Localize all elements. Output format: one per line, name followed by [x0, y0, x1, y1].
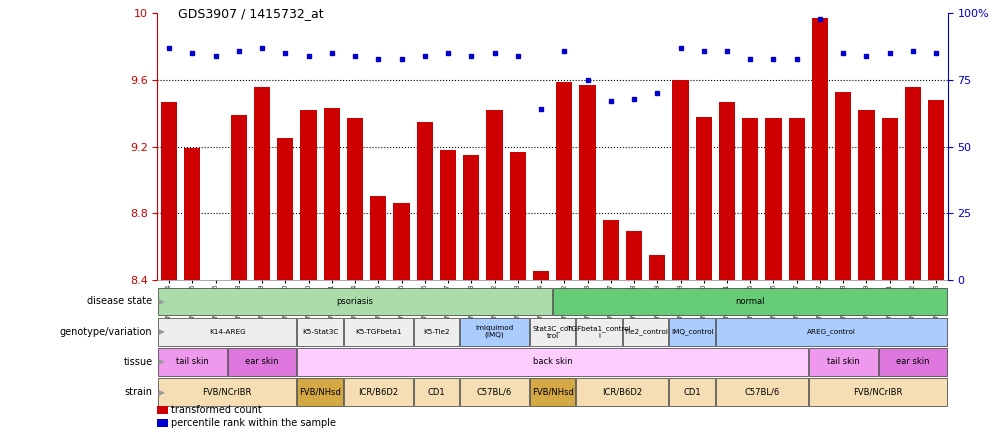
Text: ICR/B6D2: ICR/B6D2 [358, 388, 398, 396]
Bar [718, 102, 734, 280]
Bar [157, 288, 552, 315]
Bar [622, 318, 667, 345]
Bar [529, 378, 575, 406]
Bar [835, 91, 851, 280]
Bar [298, 318, 343, 345]
Text: genotype/variation: genotype/variation [60, 327, 152, 337]
Bar [463, 155, 479, 280]
Bar [671, 80, 688, 280]
Bar [370, 196, 386, 280]
Bar [254, 87, 270, 280]
Bar [460, 318, 528, 345]
Text: CD1: CD1 [682, 388, 700, 396]
Bar [576, 318, 621, 345]
Bar [648, 255, 664, 280]
Bar [184, 148, 200, 280]
Text: CD1: CD1 [427, 388, 445, 396]
Bar [230, 115, 246, 280]
Bar [668, 378, 714, 406]
Bar [904, 87, 920, 280]
Bar [509, 151, 525, 280]
Text: normal: normal [734, 297, 765, 306]
Text: C57BL/6: C57BL/6 [743, 388, 779, 396]
Bar [741, 118, 758, 280]
Bar [413, 318, 459, 345]
Bar [808, 348, 877, 376]
Text: tail skin: tail skin [175, 357, 208, 366]
Bar [881, 118, 897, 280]
Bar [301, 110, 317, 280]
Text: transformed count: transformed count [170, 405, 261, 415]
Bar [298, 378, 343, 406]
Bar [602, 220, 618, 280]
Bar [788, 118, 804, 280]
Bar [878, 348, 947, 376]
Bar [413, 378, 459, 406]
Bar [811, 18, 828, 280]
Text: K14-AREG: K14-AREG [208, 329, 245, 335]
Bar [625, 231, 641, 280]
Bar [715, 318, 947, 345]
Bar [552, 288, 947, 315]
Text: IMQ_control: IMQ_control [670, 328, 712, 335]
Bar [324, 108, 340, 280]
Bar [858, 110, 874, 280]
Bar [668, 318, 714, 345]
Bar [765, 118, 781, 280]
Bar [579, 85, 595, 280]
Text: FVB/NHsd: FVB/NHsd [531, 388, 573, 396]
Text: K5-Stat3C: K5-Stat3C [302, 329, 338, 335]
Bar [440, 150, 456, 280]
Text: GDS3907 / 1415732_at: GDS3907 / 1415732_at [177, 7, 323, 20]
Bar [715, 378, 807, 406]
Text: tail skin: tail skin [826, 357, 859, 366]
Text: ear skin: ear skin [245, 357, 279, 366]
Bar [160, 102, 177, 280]
Text: imiquimod
(IMQ): imiquimod (IMQ) [475, 325, 513, 338]
Bar [555, 82, 572, 280]
Text: ICR/B6D2: ICR/B6D2 [602, 388, 642, 396]
Bar [393, 203, 409, 280]
Text: disease state: disease state [87, 297, 152, 306]
Text: ▶: ▶ [156, 297, 165, 306]
Bar [416, 122, 433, 280]
Text: K5-TGFbeta1: K5-TGFbeta1 [355, 329, 401, 335]
Text: FVB/NCrIBR: FVB/NCrIBR [202, 388, 252, 396]
Bar [460, 378, 528, 406]
Bar [486, 110, 502, 280]
Text: TGFbeta1_control
l: TGFbeta1_control l [567, 325, 630, 338]
Text: percentile rank within the sample: percentile rank within the sample [170, 418, 336, 428]
Text: ▶: ▶ [156, 388, 165, 396]
Bar [157, 318, 297, 345]
Text: FVB/NHsd: FVB/NHsd [299, 388, 341, 396]
Bar [808, 378, 947, 406]
Bar [347, 118, 363, 280]
Text: ear skin: ear skin [896, 357, 929, 366]
Bar [157, 378, 297, 406]
Text: psoriasis: psoriasis [337, 297, 373, 306]
Bar [344, 378, 412, 406]
Bar [277, 138, 294, 280]
Text: tissue: tissue [123, 357, 152, 367]
Text: FVB/NCrIBR: FVB/NCrIBR [853, 388, 902, 396]
Text: AREG_control: AREG_control [807, 328, 855, 335]
Bar [532, 271, 549, 280]
Bar [529, 318, 575, 345]
Bar [298, 348, 807, 376]
Text: K5-Tie2: K5-Tie2 [423, 329, 449, 335]
Text: Stat3C_con
trol: Stat3C_con trol [532, 325, 572, 338]
Bar [927, 100, 944, 280]
Bar [576, 378, 667, 406]
Text: ▶: ▶ [156, 327, 165, 336]
Bar [695, 116, 711, 280]
Text: Tie2_control: Tie2_control [623, 328, 667, 335]
Text: C57BL/6: C57BL/6 [476, 388, 512, 396]
Text: ▶: ▶ [156, 357, 165, 366]
Bar [227, 348, 297, 376]
Bar [344, 318, 412, 345]
Text: strain: strain [124, 387, 152, 397]
Text: back skin: back skin [532, 357, 572, 366]
Bar [157, 348, 226, 376]
